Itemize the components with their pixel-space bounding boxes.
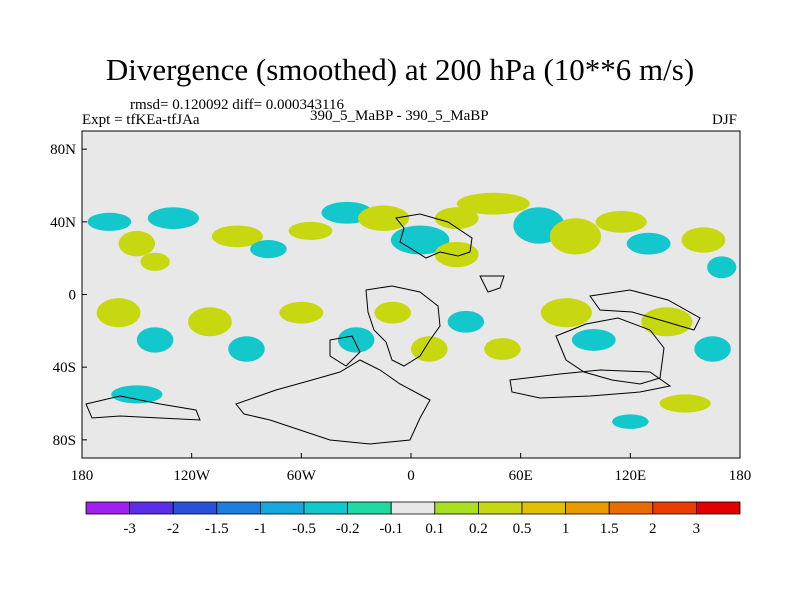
colorbar-swatch — [390, 501, 436, 515]
anomaly-cell — [595, 210, 647, 233]
anomaly-cell — [626, 232, 671, 255]
anomaly-cell — [456, 192, 530, 215]
chart-title: Divergence (smoothed) at 200 hPa (10**6 … — [105, 52, 695, 87]
anomaly-cell — [434, 207, 479, 230]
x-tick-label: 120W — [173, 468, 211, 484]
experiment-label: Expt = tfKEa-tfJAa — [82, 112, 200, 128]
anomaly-cell — [540, 298, 592, 328]
anomaly-cell — [447, 310, 485, 333]
anomaly-cell — [659, 394, 711, 413]
colorbar-swatch — [477, 501, 523, 515]
colorbar-label: 1.5 — [600, 521, 619, 537]
y-tick-label: 40N — [50, 215, 76, 231]
x-tick-label: 180 — [729, 468, 752, 484]
anomaly-cell — [612, 414, 649, 429]
stats-text: rmsd= 0.120092 diff= 0.000343116 — [130, 97, 344, 113]
case-label: 390_5_MaBP - 390_5_MaBP — [310, 108, 489, 124]
anomaly-cell — [118, 230, 156, 257]
x-tick-label: 0 — [407, 468, 415, 484]
colorbar-swatch — [565, 501, 610, 515]
colorbar-label: 0.5 — [513, 521, 532, 537]
anomaly-cell — [434, 241, 479, 268]
colorbar-swatch — [85, 501, 130, 515]
colorbar-label: 0.2 — [469, 521, 488, 537]
y-axis: 80N 40N 0 40S 80S — [50, 142, 87, 449]
continent-outlines — [85, 213, 701, 445]
colorbar-swatch — [696, 501, 741, 515]
anomaly-cell — [374, 301, 411, 324]
x-tick-label: 180 — [71, 468, 94, 484]
anomaly-cell — [111, 385, 163, 404]
anomaly-cell — [357, 205, 410, 231]
colorbar-label: 1 — [562, 521, 570, 537]
colorbar-label: -0.5 — [292, 521, 316, 537]
anomaly-cell — [136, 327, 174, 353]
colorbar-label: 2 — [649, 521, 657, 537]
x-tick-label: 60E — [509, 468, 533, 484]
anomaly-cell — [279, 301, 324, 324]
colorbar-swatch — [129, 501, 174, 515]
colorbar-swatch — [347, 501, 392, 515]
y-tick-label: 0 — [69, 288, 77, 304]
colorbar-label: 0.1 — [425, 521, 444, 537]
anomaly-cell — [694, 336, 731, 362]
colorbar-swatch — [608, 501, 654, 515]
anomaly-cell — [250, 240, 287, 259]
anomaly-cell — [188, 307, 232, 337]
plot-background — [82, 131, 740, 458]
anomaly-cell — [211, 225, 263, 248]
colorbar-label: -0.1 — [379, 521, 403, 537]
colorbar-label: -1 — [254, 521, 267, 537]
anomaly-cell — [96, 298, 141, 328]
y-tick-label: 40S — [53, 360, 76, 376]
anomaly-cell — [228, 336, 265, 362]
colorbar-swatch — [434, 501, 479, 515]
anomaly-cell — [140, 252, 170, 271]
colorbar-swatch — [259, 501, 305, 515]
anomaly-cell — [571, 329, 616, 351]
anomaly-field — [87, 192, 737, 429]
y-tick-label: 80N — [50, 142, 76, 158]
x-tick-label: 60W — [287, 468, 317, 484]
colorbar-swatch — [303, 501, 348, 515]
anomaly-cell — [87, 212, 132, 231]
colorbar-swatch — [521, 501, 566, 515]
anomaly-cell — [707, 256, 737, 279]
colorbar-swatch — [652, 501, 697, 515]
y-tick-label: 80S — [53, 433, 76, 449]
colorbar-label: -0.2 — [336, 521, 360, 537]
x-axis: 180 120W 60W 0 60E 120E 180 — [71, 453, 752, 484]
anomaly-cell — [288, 221, 333, 241]
colorbar-swatch — [216, 501, 261, 515]
colorbar-label: -2 — [167, 521, 180, 537]
anomaly-cell — [147, 207, 199, 230]
colorbar-label: 3 — [693, 521, 701, 537]
anomaly-cell — [337, 327, 375, 353]
colorbar-label: -3 — [123, 521, 136, 537]
colorbar-label: -1.5 — [205, 521, 229, 537]
colorbar-swatch — [172, 501, 218, 515]
anomaly-cell — [681, 227, 726, 253]
anomaly-cell — [390, 225, 450, 255]
colorbar: -3 -2 -1.5 -1 -0.5 -0.2 -0.1 0.1 0.2 0.5 1 1.5 2 3 — [85, 501, 741, 537]
x-tick-label: 120E — [614, 468, 646, 484]
anomaly-cell — [484, 338, 521, 360]
anomaly-cell — [549, 218, 602, 255]
season-label: DJF — [712, 112, 738, 128]
